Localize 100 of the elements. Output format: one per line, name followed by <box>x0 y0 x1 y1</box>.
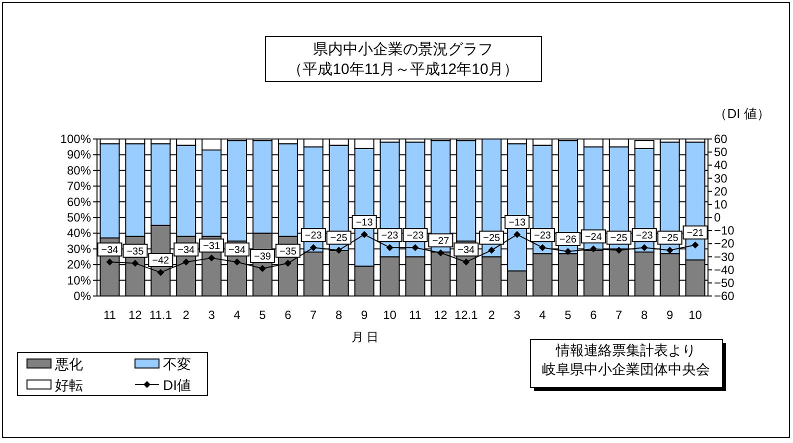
data-label: −23 <box>304 230 322 242</box>
data-label: −13 <box>356 218 374 229</box>
y-tick-label: 20% <box>66 258 92 272</box>
data-label: −35 <box>126 246 144 258</box>
point <box>488 246 496 254</box>
point <box>208 254 216 262</box>
point <box>539 244 546 252</box>
legend-label: DI値 <box>163 377 191 393</box>
y-tick-label: 90% <box>66 148 92 162</box>
x-tick-label: 4 <box>234 308 241 322</box>
x-tick-label: 3 <box>514 308 521 322</box>
point <box>234 258 241 266</box>
data-label: −25 <box>483 233 501 244</box>
data-label: −24 <box>584 232 602 243</box>
data-label: −13 <box>508 218 526 229</box>
legend-label: 好転 <box>55 377 83 393</box>
x-tick-label: 2 <box>182 308 190 322</box>
y2-tick-label: −30 <box>714 250 735 264</box>
x-tick-label: 7 <box>616 308 623 322</box>
point <box>182 258 190 266</box>
y2-tick-label: 40 <box>714 158 728 172</box>
y-tick-label: 40% <box>66 226 92 240</box>
point <box>157 268 164 276</box>
data-label: −34 <box>458 244 476 256</box>
x-tick-label: 6 <box>284 308 292 322</box>
legend-label: 不変 <box>163 356 191 372</box>
point <box>106 258 114 266</box>
point <box>386 244 394 252</box>
point <box>692 241 699 248</box>
point <box>666 246 674 254</box>
data-label: −34 <box>228 244 246 256</box>
x-tick-label: 2 <box>488 308 496 322</box>
y-tick-label: 10% <box>66 273 92 288</box>
data-label: −39 <box>254 252 272 263</box>
y2-tick-label: −50 <box>714 276 735 290</box>
x-tick-label: 12.1 <box>454 308 478 322</box>
y-tick-label: 100% <box>60 132 92 146</box>
x-tick-label: 8 <box>336 308 343 322</box>
point <box>412 244 419 252</box>
data-label: −23 <box>381 230 399 242</box>
y2-tick-label: 0 <box>714 210 721 224</box>
point <box>514 231 521 238</box>
data-label: −42 <box>152 255 170 266</box>
legend-label: 悪化 <box>54 356 83 372</box>
point <box>335 246 342 254</box>
y2-tick-label: −60 <box>714 289 735 303</box>
point <box>615 246 622 254</box>
x-tick-label: 7 <box>310 308 318 322</box>
data-label: −34 <box>101 244 119 256</box>
point <box>132 260 139 267</box>
x-tick-label: 5 <box>564 308 572 322</box>
y2-tick-label: 60 <box>714 132 728 146</box>
point <box>462 258 470 266</box>
data-label: −23 <box>534 230 552 242</box>
point <box>640 244 648 252</box>
y2-tick-label: 10 <box>714 197 728 212</box>
point <box>564 248 572 256</box>
chart-subtitle: （平成10年11月～平成12年10月） <box>288 61 518 78</box>
data-label: −35 <box>279 246 297 258</box>
point <box>258 265 266 272</box>
x-tick-label: 11 <box>103 308 116 322</box>
data-label: −25 <box>610 233 628 244</box>
point <box>284 260 292 267</box>
data-label: −23 <box>406 230 424 242</box>
y2-tick-label: 30 <box>714 171 728 186</box>
x-tick-label: 8 <box>641 308 648 322</box>
y2-tick-label: −20 <box>714 236 735 251</box>
data-label: −25 <box>661 233 679 244</box>
y-tick-label: 50% <box>66 210 92 224</box>
point <box>590 245 597 252</box>
y2-axis-title: （DI 値） <box>714 106 770 121</box>
y-tick-label: 70% <box>66 179 92 194</box>
data-label: −26 <box>559 234 577 246</box>
x-tick-label: 12 <box>128 308 142 322</box>
point <box>310 244 317 252</box>
x-tick-label: 4 <box>539 308 546 322</box>
data-label: −34 <box>178 244 196 256</box>
point <box>437 249 444 256</box>
title-box: 県内中小企業の景況グラフ （平成10年11月～平成12年10月） <box>265 36 542 82</box>
y2-tick-label: 50 <box>714 145 728 160</box>
x-tick-label: 9 <box>666 308 674 322</box>
data-label: −31 <box>203 241 220 252</box>
y-tick-label: 0% <box>74 289 92 303</box>
source-box: 情報連絡票集計表より 岐阜県中小企業団体中央会 <box>530 339 726 391</box>
x-tick-label: 10 <box>688 308 702 322</box>
y-tick-label: 60% <box>66 194 92 209</box>
point <box>360 231 368 238</box>
y2-tick-label: −10 <box>714 224 735 238</box>
x-tick-label: 6 <box>590 308 598 322</box>
y2-tick-label: −40 <box>714 262 735 277</box>
x-tick-label: 9 <box>360 308 368 322</box>
x-tick-label: 3 <box>208 308 216 322</box>
data-label: −21 <box>686 228 704 239</box>
x-tick-label: 11 <box>408 308 422 322</box>
x-tick-label: 11.1 <box>149 308 172 322</box>
x-tick-label: 10 <box>383 308 397 322</box>
y-tick-label: 30% <box>66 242 92 256</box>
y2-tick-label: 20 <box>714 184 728 198</box>
x-axis-title: 月 日 <box>351 330 379 344</box>
x-tick-label: 5 <box>259 308 266 322</box>
